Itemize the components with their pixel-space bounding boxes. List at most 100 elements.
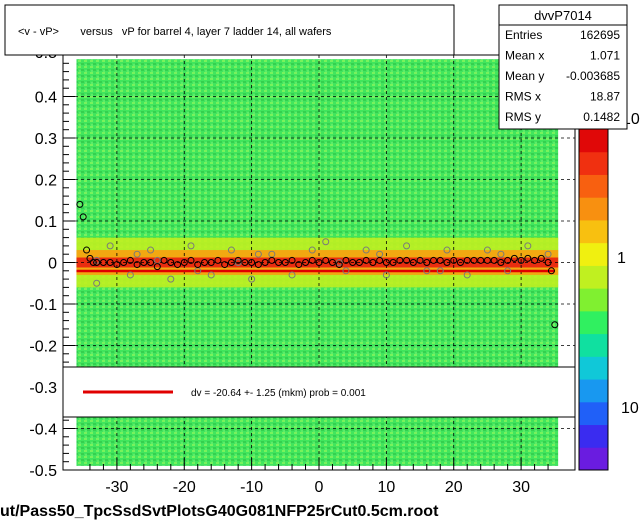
fit-legend: dv = -20.64 +- 1.25 (mkm) prob = 0.001 bbox=[62, 366, 576, 418]
outlier-point bbox=[483, 246, 491, 254]
outlier-point bbox=[524, 242, 532, 250]
colorbar-label-mid: 1 bbox=[617, 250, 626, 267]
stats-row-value: 18.87 bbox=[590, 90, 620, 104]
profile-point bbox=[308, 256, 316, 264]
y-tick-label: -0.4 bbox=[29, 422, 57, 439]
profile-point bbox=[187, 256, 195, 264]
colorbar-segment bbox=[579, 151, 608, 175]
profile-point bbox=[328, 259, 336, 266]
profile-point bbox=[302, 259, 310, 266]
profile-point bbox=[295, 261, 303, 269]
colorbar-segment bbox=[579, 447, 608, 471]
x-tick-label: 10 bbox=[377, 479, 395, 496]
profile-point bbox=[83, 246, 91, 254]
outlier-point bbox=[308, 246, 316, 254]
title-box: <v - vP> versus vP for barrel 4, layer 7… bbox=[4, 4, 455, 56]
profile-point bbox=[382, 259, 390, 266]
chart-title: <v - vP> versus vP for barrel 4, layer 7… bbox=[18, 26, 332, 38]
profile-point bbox=[531, 256, 539, 264]
profile-point bbox=[369, 259, 377, 266]
y-tick-label: -0.5 bbox=[29, 463, 57, 480]
profile-point bbox=[140, 259, 148, 266]
profile-point bbox=[214, 256, 222, 264]
colorbar-segment bbox=[579, 401, 608, 426]
profile-point bbox=[261, 259, 269, 266]
profile-point bbox=[147, 259, 155, 266]
colorbar-segment bbox=[579, 288, 608, 312]
profile-point bbox=[281, 259, 289, 266]
footer-filename: ut/Pass50_TpcSsdSvtPlotsG40G081NFP25rCut… bbox=[0, 503, 439, 520]
outlier-point bbox=[126, 271, 134, 279]
y-tick-label: -0.2 bbox=[29, 339, 57, 356]
profile-point bbox=[450, 256, 458, 264]
outlier-point bbox=[544, 250, 552, 258]
outlier-point bbox=[423, 267, 431, 275]
colorbar-segment bbox=[579, 265, 608, 289]
profile-point bbox=[248, 259, 256, 266]
profile-point bbox=[93, 259, 101, 266]
profile-point bbox=[517, 256, 525, 264]
profile-point bbox=[126, 256, 134, 264]
points-layer bbox=[76, 200, 559, 329]
colorbar-segment bbox=[579, 174, 608, 198]
outlier-point bbox=[93, 279, 101, 287]
y-tick-label: 0 bbox=[48, 256, 57, 273]
profile-point bbox=[430, 256, 438, 264]
profile-point bbox=[409, 259, 417, 266]
outlier-point bbox=[167, 275, 175, 283]
profile-point bbox=[106, 259, 114, 266]
outlier-point bbox=[322, 238, 330, 246]
outlier-point bbox=[382, 271, 390, 279]
colorbar bbox=[578, 128, 609, 471]
stats-row-value: 162695 bbox=[580, 28, 620, 42]
stats-row-label: Mean x bbox=[505, 49, 544, 63]
profile-point bbox=[76, 200, 84, 208]
colorbar-segment bbox=[579, 242, 608, 266]
profile-point bbox=[120, 259, 128, 266]
profile-point bbox=[113, 261, 121, 269]
colorbar-segment bbox=[579, 310, 608, 335]
profile-point bbox=[423, 259, 431, 266]
colorbar-segment bbox=[579, 379, 608, 403]
colorbar-segment bbox=[579, 197, 608, 221]
profile-point bbox=[490, 256, 498, 264]
y-tick-label: -0.1 bbox=[29, 297, 57, 314]
profile-point bbox=[227, 259, 235, 266]
stats-title: dvvP7014 bbox=[534, 8, 592, 23]
profile-point bbox=[342, 256, 350, 264]
outlier-point bbox=[106, 242, 114, 250]
profile-point bbox=[443, 259, 451, 266]
stats-row-value: -0.003685 bbox=[566, 69, 620, 83]
outlier-point bbox=[234, 259, 242, 266]
profile-point bbox=[241, 259, 249, 266]
profile-point bbox=[544, 259, 552, 266]
y-tick-label: -0.3 bbox=[29, 380, 57, 397]
profile-point bbox=[349, 259, 357, 266]
y-tick-label: 0.4 bbox=[35, 90, 57, 107]
colorbar-segment bbox=[579, 424, 608, 448]
stats-row-label: RMS y bbox=[505, 110, 541, 124]
colorbar-segment bbox=[579, 333, 608, 357]
profile-point bbox=[396, 256, 404, 264]
outlier-point bbox=[335, 259, 343, 266]
profile-point bbox=[537, 254, 545, 262]
stats-row-label: Mean y bbox=[505, 69, 544, 83]
x-tick-label: -30 bbox=[105, 479, 128, 496]
outlier-point bbox=[248, 275, 256, 283]
stats-row-label: Entries bbox=[505, 28, 542, 42]
profile-point bbox=[79, 213, 87, 221]
profile-point bbox=[551, 321, 559, 329]
profile-point bbox=[160, 256, 168, 264]
profile-point bbox=[275, 259, 283, 266]
x-tick-label: -10 bbox=[240, 479, 263, 496]
outlier-point bbox=[342, 267, 350, 275]
profile-point bbox=[335, 261, 343, 269]
profile-point bbox=[200, 259, 208, 266]
profile-point bbox=[456, 259, 464, 266]
colorbar-segment bbox=[579, 356, 608, 380]
profile-point bbox=[524, 254, 532, 262]
outlier-point bbox=[227, 246, 235, 254]
colorbar-segment bbox=[579, 219, 608, 244]
legend-fit-text: dv = -20.64 +- 1.25 (mkm) prob = 0.001 bbox=[191, 388, 366, 399]
